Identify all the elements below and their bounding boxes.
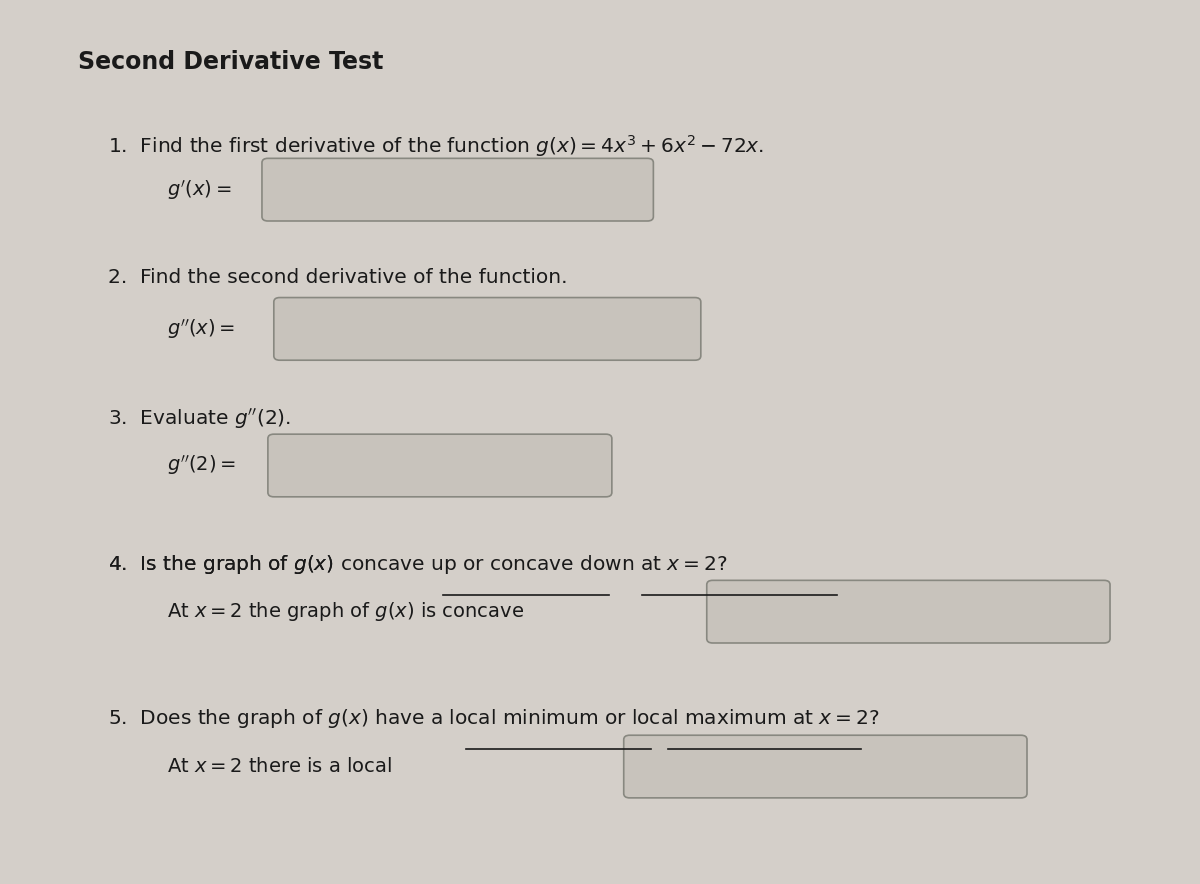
FancyBboxPatch shape	[262, 158, 653, 221]
Text: $g'(x) =$: $g'(x) =$	[167, 178, 232, 202]
Text: $g''(2) =$: $g''(2) =$	[167, 453, 236, 477]
FancyBboxPatch shape	[624, 735, 1027, 798]
Text: $g''(x) =$: $g''(x) =$	[167, 316, 235, 341]
FancyBboxPatch shape	[268, 434, 612, 497]
FancyBboxPatch shape	[707, 581, 1110, 643]
Text: 1.  Find the first derivative of the function $g(x) = 4x^3 + 6x^2 - 72x$.: 1. Find the first derivative of the func…	[108, 133, 763, 159]
Text: 5.  Does the graph of $g(x)$ have a local minimum or local maximum at $x = 2$?: 5. Does the graph of $g(x)$ have a local…	[108, 707, 880, 730]
Text: 4.  Is the graph of $g(x)$: 4. Is the graph of $g(x)$	[108, 553, 336, 576]
Text: 3.  Evaluate $g''(2)$.: 3. Evaluate $g''(2)$.	[108, 408, 290, 431]
Text: Second Derivative Test: Second Derivative Test	[78, 50, 384, 74]
Text: At $x = 2$ the graph of $g(x)$ is concave: At $x = 2$ the graph of $g(x)$ is concav…	[167, 600, 524, 623]
FancyBboxPatch shape	[274, 298, 701, 360]
Text: 2.  Find the second derivative of the function.: 2. Find the second derivative of the fun…	[108, 268, 568, 287]
Text: 4.  Is the graph of $g(x)$ concave up or concave down at $x = 2$?: 4. Is the graph of $g(x)$ concave up or …	[108, 553, 727, 576]
Text: At $x = 2$ there is a local: At $x = 2$ there is a local	[167, 757, 392, 776]
